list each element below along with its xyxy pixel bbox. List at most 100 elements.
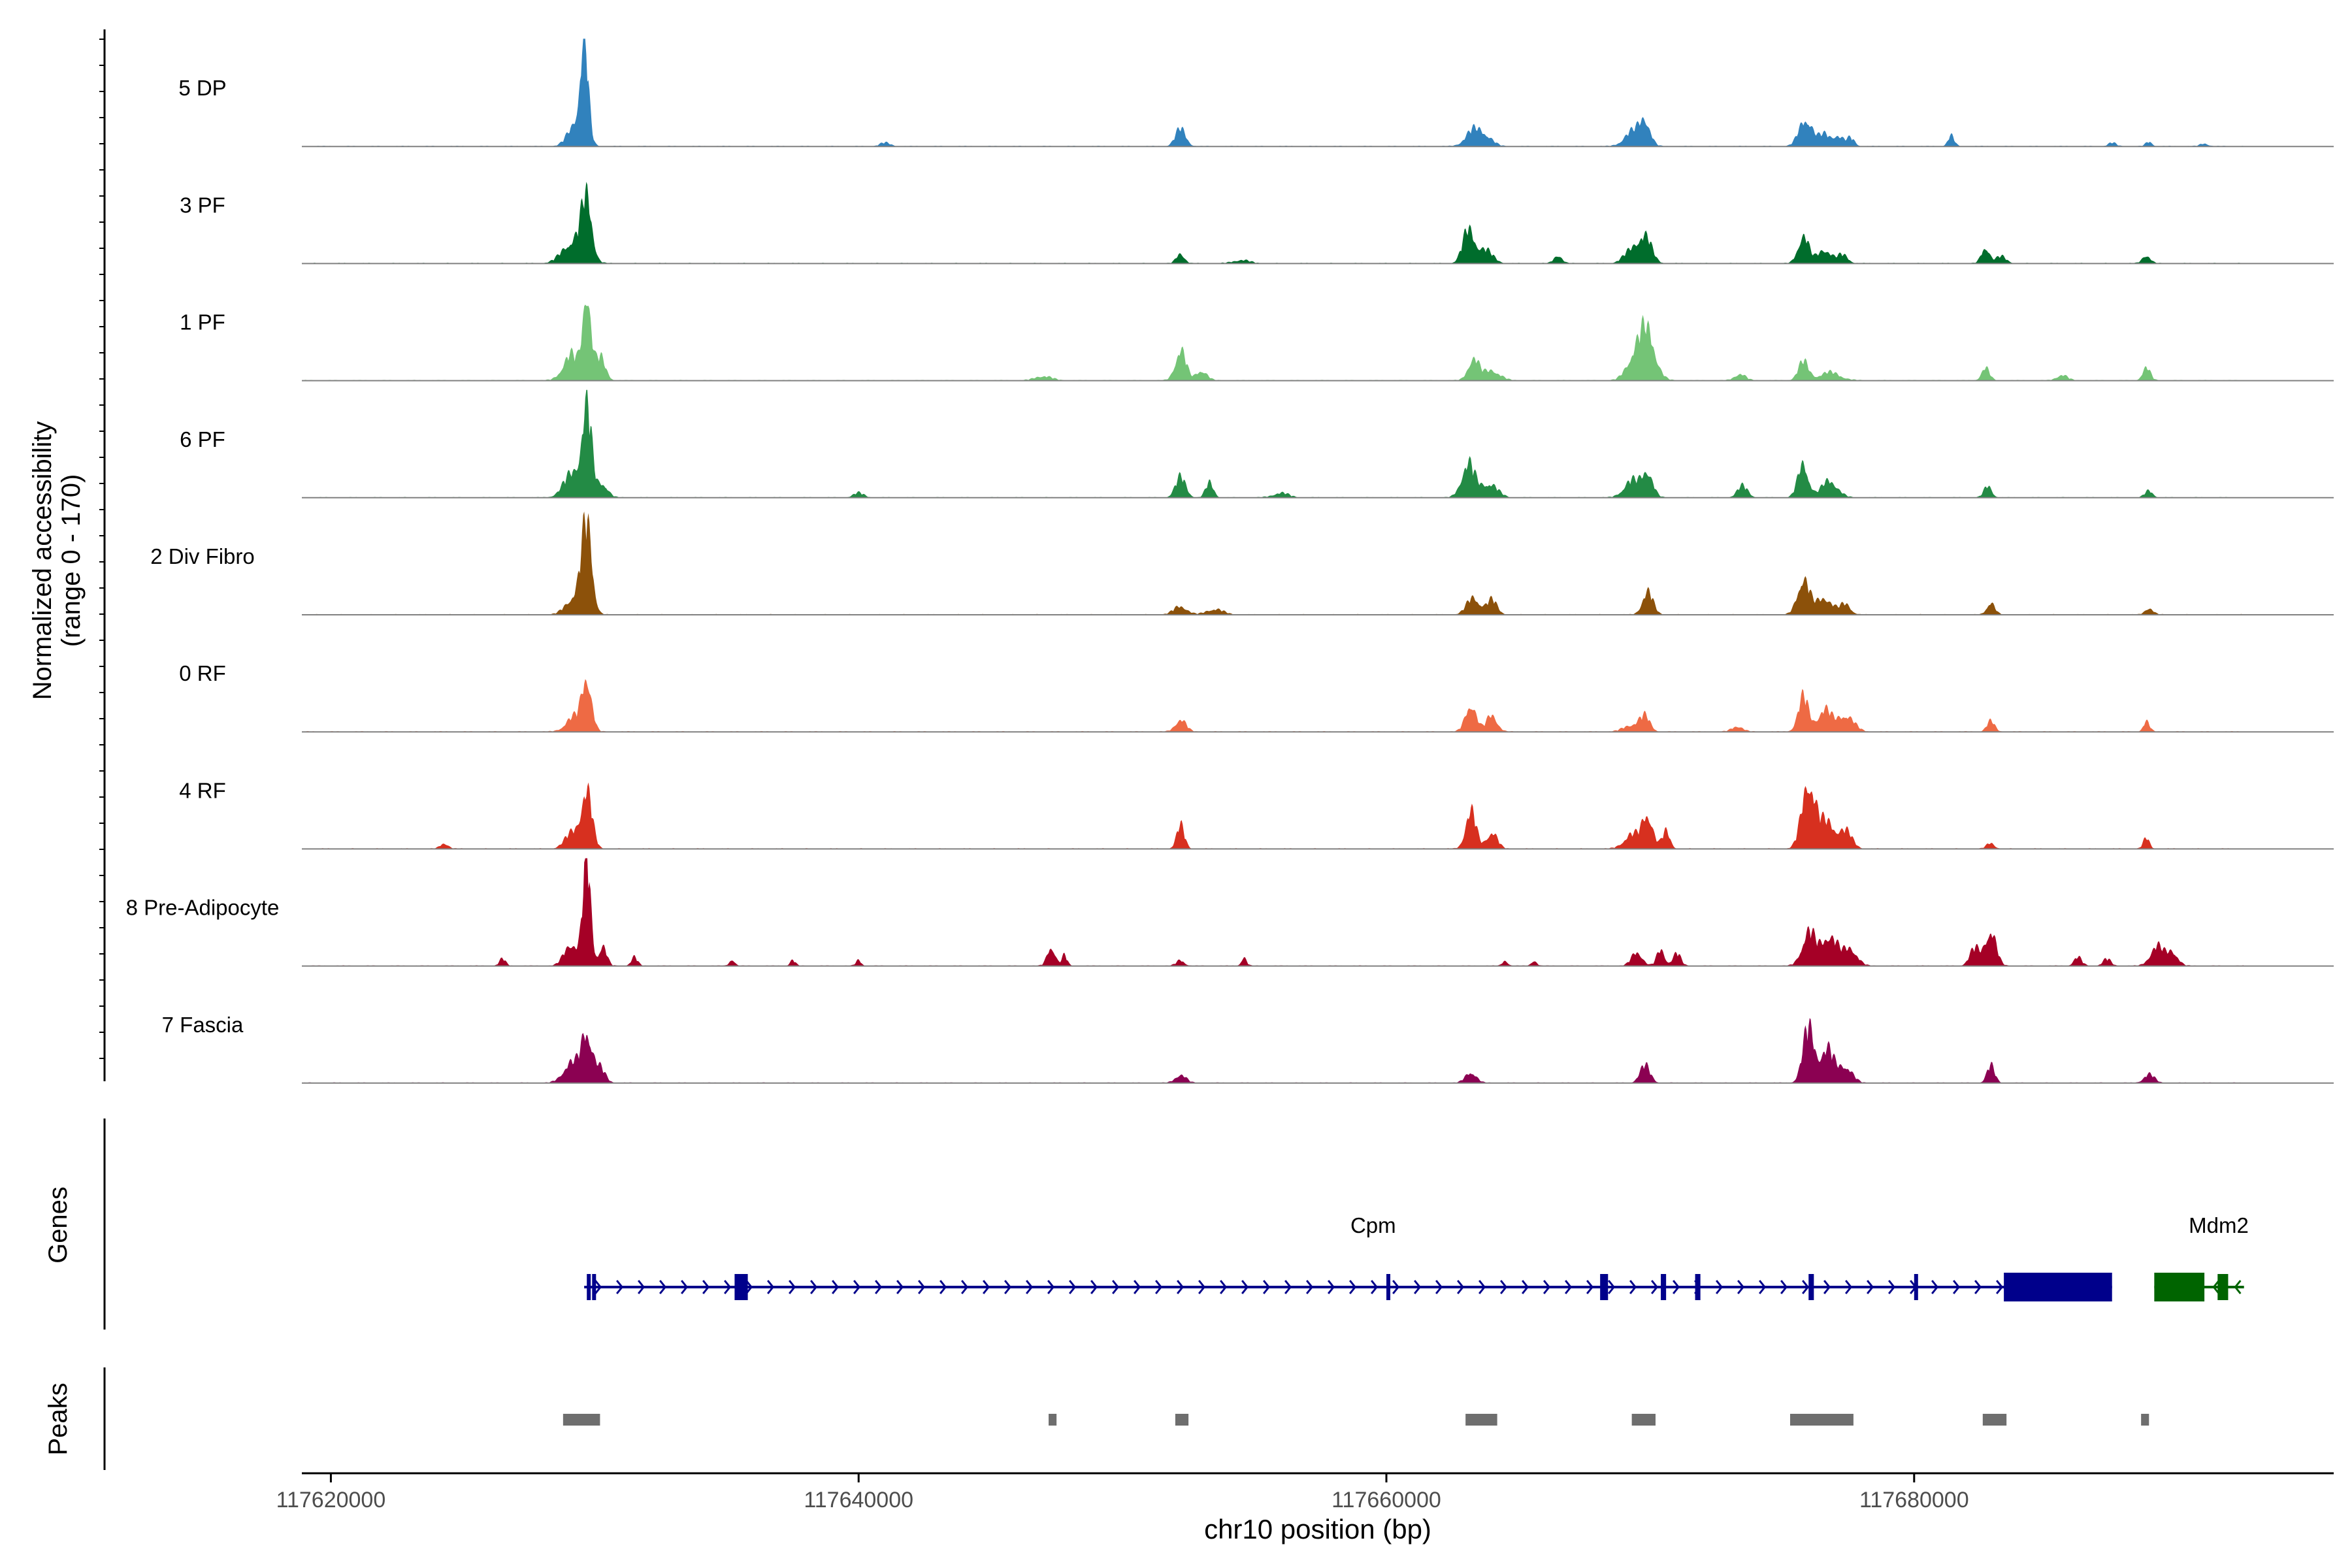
strand-chevron — [1090, 1280, 1098, 1294]
strand-chevron — [2212, 1280, 2220, 1294]
strand-chevron — [1047, 1280, 1055, 1294]
strand-chevron — [2234, 1280, 2242, 1294]
peak-region — [1465, 1414, 1497, 1426]
coverage-y-ticks — [99, 39, 105, 1059]
strand-chevron — [1801, 1280, 1810, 1294]
x-tick-label: 117620000 — [276, 1488, 386, 1512]
strand-chevron — [702, 1280, 710, 1294]
track-7-fascia: 7 Fascia — [162, 1013, 2334, 1084]
exon — [592, 1274, 596, 1300]
strand-chevron — [637, 1280, 645, 1294]
strand-chevron — [1866, 1280, 1874, 1294]
strand-chevron — [680, 1280, 689, 1294]
gene-name: Cpm — [1350, 1213, 1396, 1237]
track-1-pf: 1 PF — [180, 304, 2334, 382]
exon — [2217, 1274, 2229, 1300]
gene-mdm2: Mdm2 — [2154, 1213, 2249, 1301]
strand-chevron — [1068, 1280, 1077, 1294]
x-tick-label: 117680000 — [1859, 1488, 1969, 1512]
exon — [2004, 1273, 2112, 1301]
strand-chevron — [896, 1280, 904, 1294]
strand-chevron — [659, 1280, 667, 1294]
peaks-panel-label: Peaks — [44, 1382, 73, 1455]
strand-chevron — [1887, 1280, 1896, 1294]
strand-chevron — [853, 1280, 861, 1294]
strand-chevron — [1435, 1280, 1443, 1294]
exon — [1661, 1274, 1667, 1300]
strand-chevron — [1629, 1280, 1637, 1294]
strand-chevron — [917, 1280, 926, 1294]
peak-region — [2141, 1414, 2149, 1426]
exon — [2154, 1273, 2205, 1301]
gene-track: Cpm Mdm2 — [584, 1213, 2249, 1301]
strand-chevron — [1133, 1280, 1141, 1294]
strand-chevron — [1198, 1280, 1206, 1294]
x-axis-ticks: 117620000 117640000 117660000 117680000 — [276, 1473, 1969, 1512]
strand-chevron — [615, 1280, 624, 1294]
track-0-rf: 0 RF — [179, 661, 2334, 733]
strand-chevron — [1521, 1280, 1529, 1294]
strand-chevron — [1154, 1280, 1163, 1294]
gene-name: Mdm2 — [2189, 1213, 2249, 1237]
genes-panel-label: Genes — [44, 1186, 73, 1264]
exon — [1914, 1274, 1918, 1300]
x-axis-label: chr10 position (bp) — [1204, 1514, 1431, 1544]
strand-chevron — [1176, 1280, 1184, 1294]
strand-chevron — [1456, 1280, 1465, 1294]
strand-chevron — [1241, 1280, 1249, 1294]
exon — [1808, 1274, 1814, 1300]
track-label: 6 PF — [180, 427, 225, 451]
strand-chevron — [960, 1280, 969, 1294]
track-label: 1 PF — [180, 310, 225, 335]
strand-chevron — [788, 1280, 796, 1294]
strand-chevron — [831, 1280, 840, 1294]
strand-chevron — [1543, 1280, 1551, 1294]
x-tick-label: 117640000 — [804, 1488, 913, 1512]
strand-chevron — [1758, 1280, 1767, 1294]
strand-chevron — [1392, 1280, 1400, 1294]
strand-chevron — [1499, 1280, 1508, 1294]
strand-chevron — [1780, 1280, 1788, 1294]
track-label: 0 RF — [179, 661, 226, 685]
strand-chevron — [1607, 1280, 1616, 1294]
strand-chevron — [766, 1280, 775, 1294]
strand-chevron — [1305, 1280, 1314, 1294]
strand-chevron — [1672, 1280, 1680, 1294]
strand-chevron — [1004, 1280, 1012, 1294]
strand-chevron — [1348, 1280, 1357, 1294]
strand-chevron — [874, 1280, 883, 1294]
peak-region — [1631, 1414, 1656, 1426]
exon — [1386, 1274, 1391, 1300]
strand-chevron — [1327, 1280, 1335, 1294]
y-axis-label-line2: (range 0 - 170) — [57, 474, 86, 647]
track-label: 3 PF — [180, 193, 225, 217]
track-label: 7 Fascia — [162, 1013, 244, 1037]
exon — [1695, 1274, 1701, 1300]
track-label: 4 RF — [179, 778, 226, 802]
strand-chevron — [1111, 1280, 1120, 1294]
strand-chevron — [723, 1280, 732, 1294]
strand-chevron — [1823, 1280, 1831, 1294]
peak-track — [563, 1414, 2149, 1426]
x-tick-label: 117660000 — [1331, 1488, 1441, 1512]
track-label: 8 Pre-Adipocyte — [126, 896, 280, 920]
strand-chevron — [1995, 1280, 2004, 1294]
peak-region — [1789, 1414, 1854, 1426]
strand-chevron — [939, 1280, 947, 1294]
peak-region — [563, 1414, 600, 1426]
track-label: 5 DP — [178, 76, 226, 100]
track-6-pf: 6 PF — [180, 389, 2334, 498]
strand-chevron — [594, 1280, 602, 1294]
exon — [587, 1274, 591, 1300]
strand-chevron — [809, 1280, 818, 1294]
strand-chevron — [1564, 1280, 1573, 1294]
strand-chevron — [1478, 1280, 1486, 1294]
strand-chevron — [1262, 1280, 1271, 1294]
strand-chevron — [745, 1280, 753, 1294]
strand-chevron — [1370, 1280, 1379, 1294]
strand-chevron — [1284, 1280, 1292, 1294]
strand-chevron — [1844, 1280, 1853, 1294]
strand-chevron — [1952, 1280, 1961, 1294]
strand-chevron — [982, 1280, 990, 1294]
